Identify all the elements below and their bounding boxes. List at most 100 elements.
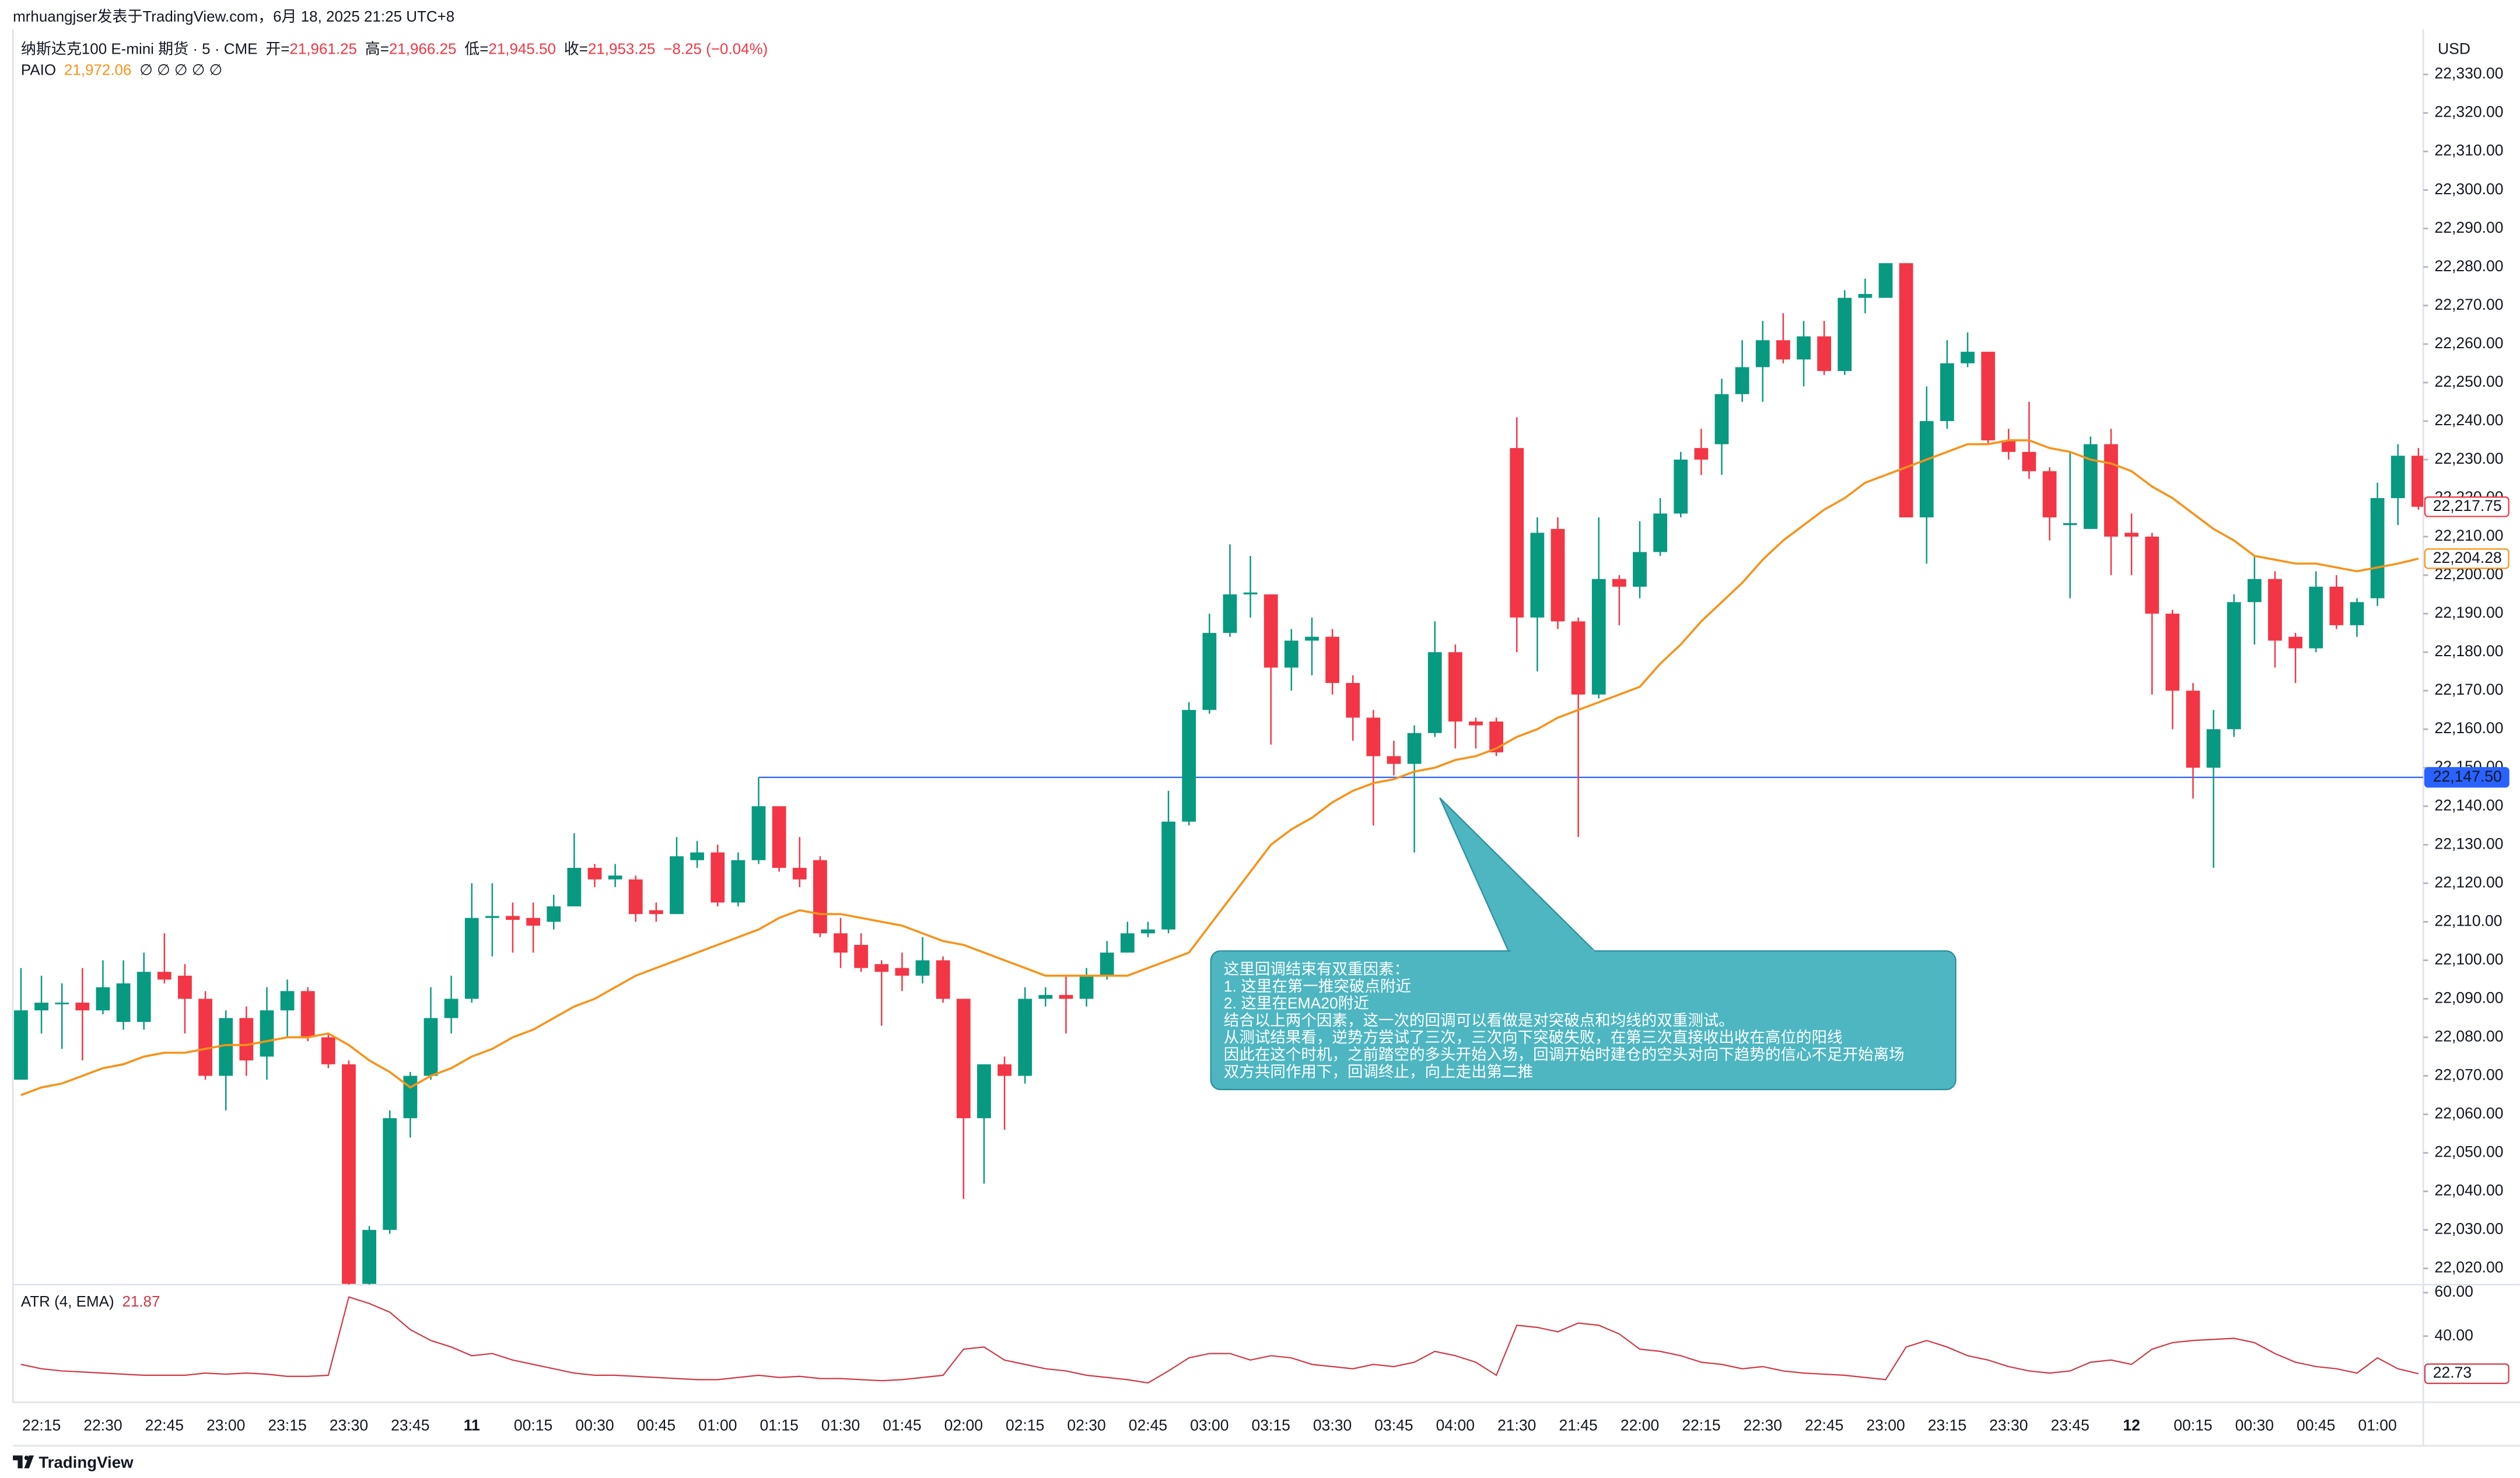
x-tick-label: 21:45: [1559, 1417, 1597, 1434]
x-tick-label: 22:45: [145, 1417, 184, 1434]
y-tick-label: 22,210.00: [2435, 527, 2504, 544]
indicator-legend: PAIO 21,972.06 ∅ ∅ ∅ ∅ ∅: [21, 61, 222, 78]
candle-body: [1571, 621, 1586, 695]
x-tick-label: 23:45: [391, 1417, 429, 1434]
candle-body: [792, 867, 807, 880]
x-tick-label: 00:15: [2174, 1417, 2212, 1434]
candle-body: [2145, 537, 2160, 614]
x-tick-label: 22:45: [1805, 1417, 1843, 1434]
candle-body: [96, 987, 110, 1011]
ohlc-value: 21,945.50: [488, 40, 556, 58]
candle-body: [1899, 263, 1913, 518]
atr-y-tick-label: 60.00: [2435, 1283, 2473, 1300]
candle-body: [506, 916, 520, 920]
candle-body: [2063, 523, 2077, 526]
candle-body: [1530, 533, 1545, 618]
ohlc-value: 21,966.25: [389, 40, 457, 58]
atr-legend: ATR (4, EMA) 21.87: [21, 1293, 160, 1310]
candle-body: [403, 1076, 418, 1119]
candle-body: [300, 991, 315, 1038]
candle-body: [874, 964, 889, 972]
x-tick-label: 22:15: [1682, 1417, 1720, 1434]
candle-body: [1264, 594, 1278, 668]
x-tick-label: 01:00: [698, 1417, 737, 1434]
candle-body: [587, 867, 602, 880]
candle-body: [424, 1018, 438, 1076]
ema-tag-label: 22,204.28: [2433, 549, 2502, 566]
candle-body: [1878, 263, 1893, 298]
symbol-name: 纳斯达克100 E-mini 期货 · 5 · CME: [21, 40, 258, 58]
logo-dot: [24, 1455, 29, 1461]
candle-body: [1674, 459, 1688, 514]
candle-body: [14, 1010, 28, 1080]
candle-body: [321, 1037, 335, 1064]
candle-body: [2227, 602, 2241, 730]
y-tick-label: 22,130.00: [2435, 835, 2504, 852]
candle-body: [526, 917, 541, 926]
x-tick-label: 22:00: [1620, 1417, 1659, 1434]
y-tick-label: 22,240.00: [2435, 411, 2504, 429]
x-tick-label: 01:45: [883, 1417, 921, 1434]
x-tick-label: 23:15: [268, 1417, 306, 1434]
candle-body: [2083, 444, 2098, 529]
publish-header: mrhuangjser发表于TradingView.com，6月 18, 202…: [13, 8, 454, 25]
candle-body: [1858, 294, 1873, 298]
candle-body: [956, 999, 971, 1119]
x-tick-label: 00:30: [575, 1417, 614, 1434]
annotation-line: 因此在这个时机，之前踏空的多头开始入场，回调开始时建仓的空头对向下趋势的信心不足…: [1224, 1046, 1905, 1063]
x-tick-label: 02:30: [1067, 1417, 1105, 1434]
candle-body: [116, 983, 131, 1022]
y-tick-label: 22,300.00: [2435, 180, 2504, 198]
candle-body: [1755, 340, 1770, 367]
last-price-tag-label: 22,217.75: [2433, 497, 2502, 514]
candle-body: [1366, 717, 1381, 756]
candle-body: [464, 917, 479, 999]
candle-body: [567, 867, 582, 906]
y-tick-label: 22,270.00: [2435, 296, 2504, 313]
atr-name: ATR (4, EMA): [21, 1293, 114, 1310]
ema-line: [20, 439, 2419, 1097]
candle-body: [198, 999, 212, 1076]
candle-body: [751, 806, 766, 860]
y-tick-label: 22,070.00: [2435, 1066, 2504, 1084]
candle-body: [1817, 336, 1832, 372]
candle-body: [280, 991, 295, 1011]
currency: USD: [2438, 40, 2470, 58]
annotation-line: 这里回调结束有双重因素：: [1224, 961, 1409, 978]
x-tick-label: 12: [2123, 1417, 2140, 1434]
candle-body: [2370, 498, 2385, 598]
annotation-line: 2. 这里在EMA20附近: [1224, 994, 1369, 1012]
atr-tag-label: 22.73: [2433, 1364, 2472, 1381]
y-tick-label: 22,250.00: [2435, 373, 2504, 390]
x-tick-label: 22:30: [83, 1417, 122, 1434]
x-tick-label: 02:15: [1006, 1417, 1044, 1434]
candle-body: [1714, 394, 1729, 444]
candle-body: [260, 1010, 274, 1057]
candle-body: [834, 933, 848, 953]
x-tick-label: 04:00: [1436, 1417, 1475, 1434]
candle-body: [383, 1118, 397, 1230]
candle-body: [2206, 729, 2221, 768]
ohlc-label: 高=: [365, 40, 389, 58]
atr-y-tick-label: 40.00: [2435, 1326, 2473, 1344]
y-tick-label: 22,110.00: [2435, 912, 2502, 929]
ohlc-value: 21,961.25: [289, 40, 357, 58]
candle-body: [1776, 340, 1790, 360]
candle-body: [1981, 352, 1996, 440]
candle-body: [854, 944, 869, 968]
candle-body: [1735, 367, 1749, 394]
x-tick-label: 03:45: [1374, 1417, 1413, 1434]
candle-body: [936, 960, 950, 999]
y-tick-label: 22,040.00: [2435, 1182, 2504, 1199]
y-tick-label: 22,260.00: [2435, 334, 2504, 352]
candle-body: [1059, 994, 1073, 999]
candle-body: [2124, 533, 2138, 537]
y-tick-label: 22,090.00: [2435, 989, 2504, 1006]
x-tick-label: 23:00: [206, 1417, 245, 1434]
x-tick-label: 03:15: [1252, 1417, 1290, 1434]
annotation-joint: [1510, 949, 1595, 954]
candle-body: [1633, 552, 1647, 587]
atr-tag: [2424, 1363, 2510, 1384]
